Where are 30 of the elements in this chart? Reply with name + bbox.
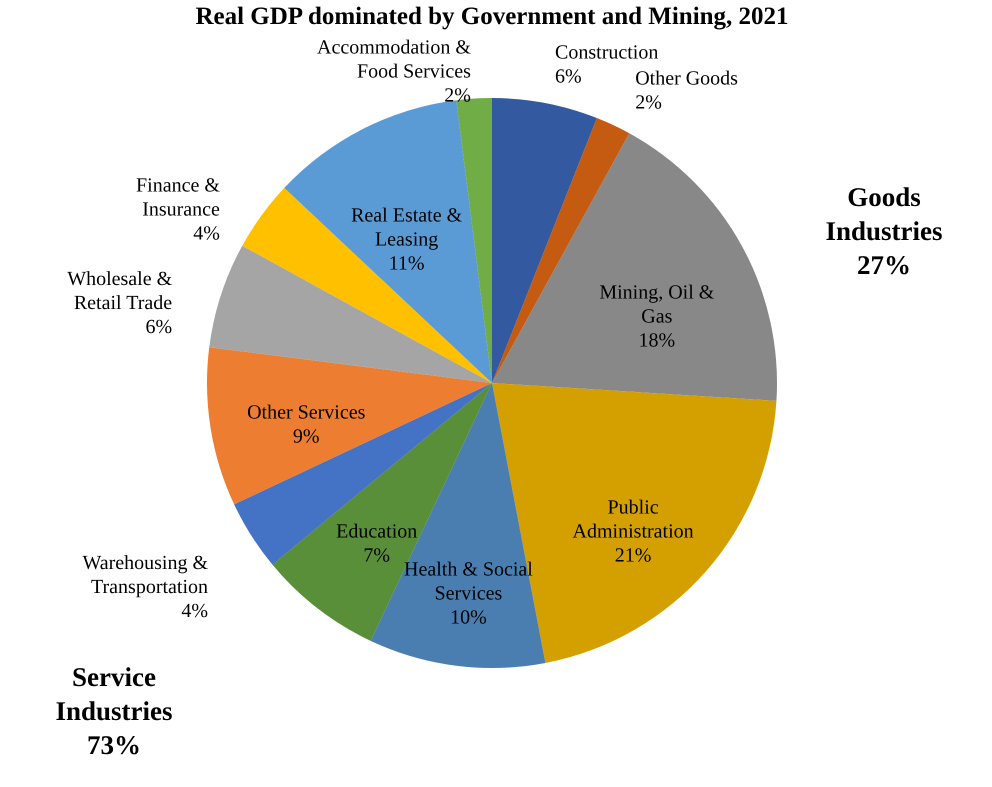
pie-slice <box>492 98 597 383</box>
data-label: 4% <box>193 222 220 244</box>
slice-label: Warehousing & Transportation <box>82 552 208 598</box>
slice-label: Finance & Insurance <box>136 174 220 220</box>
data-label: 6% <box>145 316 172 338</box>
slice-label: Real Estate & Leasing <box>351 204 463 250</box>
data-label: 11% <box>388 252 425 274</box>
slice-label: Accommodation & Food Services <box>317 36 472 82</box>
data-label: 4% <box>181 600 208 622</box>
text: Service Industries 73% <box>55 662 173 760</box>
chart-title: Real GDP dominated by Government and Mining, 2021 <box>195 3 789 30</box>
pie-slice <box>207 347 492 504</box>
data-label: 9% <box>292 425 320 448</box>
pie-slice <box>242 188 492 383</box>
slice-label: Mining, Oil & Gas <box>599 281 715 328</box>
slice-label: Construction <box>555 42 658 64</box>
pie-slice <box>284 100 492 383</box>
data-label: 7% <box>363 544 390 567</box>
pie-slice <box>492 133 776 401</box>
data-label: 18% <box>638 329 676 352</box>
slice-label: Other Goods <box>635 68 738 90</box>
data-label: 21% <box>614 544 652 566</box>
data-label: 10% <box>450 606 487 629</box>
slice-label: Public Administration <box>572 496 694 542</box>
slice-label: Wholesale & Retail Trade <box>67 268 173 314</box>
data-label: 6% <box>555 66 582 88</box>
text: Goods Industries 27% <box>825 182 943 280</box>
slice-label: Education <box>336 520 418 543</box>
data-label: 2% <box>635 92 662 114</box>
slice-label: Other Services <box>247 401 366 424</box>
